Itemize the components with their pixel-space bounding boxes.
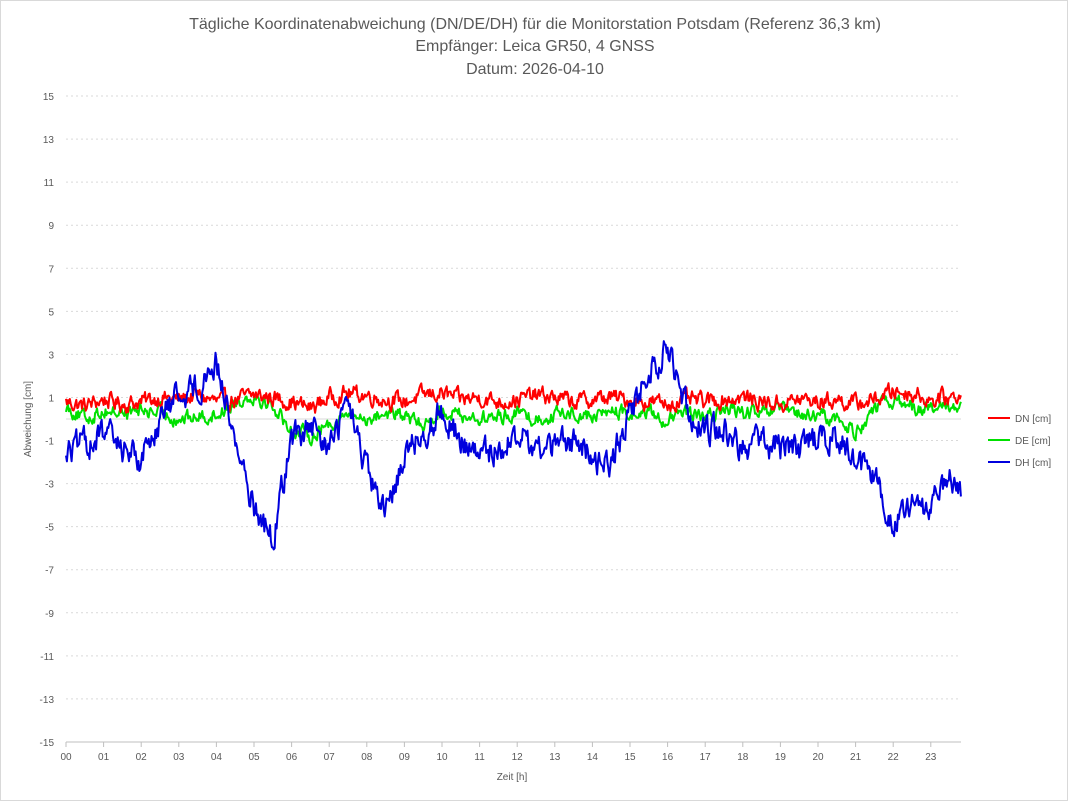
- x-tick-label: 12: [512, 752, 524, 763]
- chart-title-line-3: Datum: 2026-04-10: [466, 61, 604, 78]
- y-tick-label: 1: [48, 393, 54, 404]
- legend-entry: DE [cm]: [988, 436, 1051, 447]
- legend-entry: DH [cm]: [988, 458, 1051, 469]
- x-tick-label: 14: [587, 752, 599, 763]
- y-tick-label: 9: [48, 221, 54, 232]
- x-tick-label: 11: [474, 752, 485, 763]
- x-tick-label: 13: [549, 752, 561, 763]
- x-tick-label: 08: [361, 752, 373, 763]
- x-tick-label: 21: [850, 752, 862, 763]
- y-tick-label: 15: [43, 92, 55, 103]
- legend: DN [cm] DE [cm] DH [cm]: [988, 414, 1051, 469]
- x-tick-label: 01: [98, 752, 110, 763]
- y-tick-label: -5: [45, 523, 54, 534]
- x-axis-ticks: 00 01 02 03 04 05 06 07 08 09 10 11 12 13 14 15 16 17 18 19…: [60, 741, 961, 763]
- x-tick-label: 22: [888, 752, 900, 763]
- y-tick-label: -7: [45, 566, 54, 577]
- series-line-de: [65, 393, 962, 447]
- legend-label: DH [cm]: [1015, 458, 1051, 469]
- x-tick-label: 04: [211, 752, 223, 763]
- x-tick-label: 15: [624, 752, 636, 763]
- x-tick-label: 17: [700, 752, 712, 763]
- legend-entry: DN [cm]: [988, 414, 1051, 425]
- x-tick-label: 02: [136, 752, 148, 763]
- y-tick-label: 11: [44, 178, 55, 189]
- series-layer: [65, 340, 962, 551]
- x-axis-title: Zeit [h]: [497, 772, 528, 783]
- y-tick-label: 5: [48, 307, 54, 318]
- x-tick-label: 16: [662, 752, 674, 763]
- x-tick-label: 03: [173, 752, 185, 763]
- y-tick-label: 13: [43, 135, 55, 146]
- legend-label: DE [cm]: [1015, 436, 1051, 447]
- x-tick-label: 07: [324, 752, 336, 763]
- y-tick-label: -13: [40, 695, 55, 706]
- y-tick-label: 3: [48, 350, 54, 361]
- x-tick-label: 05: [248, 752, 260, 763]
- y-axis-ticks: 15 13 11 9 7 5 3 1 -1 -3 -5 -7 -9 -11 -13 -15: [40, 92, 55, 749]
- y-tick-label: 7: [48, 264, 54, 275]
- x-tick-label: 19: [775, 752, 787, 763]
- x-tick-label: 00: [60, 752, 72, 763]
- chart-title-line-2: Empfänger: Leica GR50, 4 GNSS: [415, 38, 654, 55]
- legend-label: DN [cm]: [1015, 414, 1051, 425]
- x-tick-label: 06: [286, 752, 298, 763]
- y-tick-label: -15: [40, 738, 55, 749]
- y-tick-label: -9: [45, 609, 54, 620]
- y-tick-label: -11: [40, 652, 54, 663]
- x-tick-label: 10: [436, 752, 448, 763]
- x-tick-label: 20: [812, 752, 824, 763]
- chart-title-line-1: Tägliche Koordinatenabweichung (DN/DE/DH…: [189, 16, 881, 33]
- y-axis-title: Abweichung [cm]: [23, 381, 34, 457]
- x-tick-label: 18: [737, 752, 749, 763]
- series-line-dn: [65, 382, 962, 414]
- y-tick-label: -3: [45, 480, 54, 491]
- chart-title: Tägliche Koordinatenabweichung (DN/DE/DH…: [189, 16, 881, 78]
- x-tick-label: 09: [399, 752, 411, 763]
- y-tick-label: -1: [45, 437, 54, 448]
- series-line-dh: [65, 340, 962, 551]
- x-tick-label: 23: [925, 752, 937, 763]
